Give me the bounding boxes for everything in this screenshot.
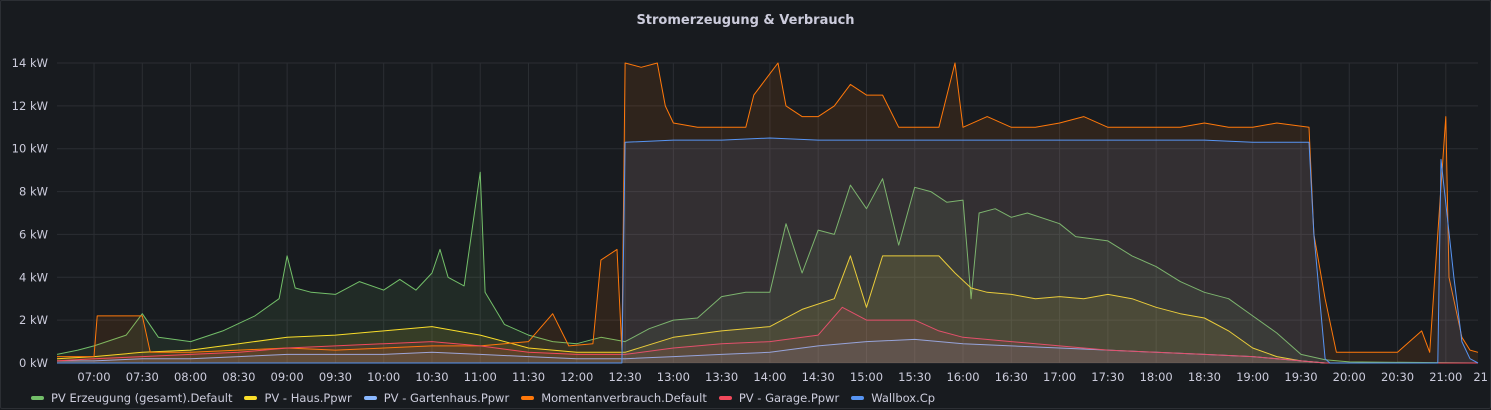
y-tick-label: 8 kW — [19, 185, 48, 199]
x-tick-label: 10:00 — [367, 370, 400, 384]
x-tick-label: 08:30 — [222, 370, 255, 384]
legend-label: PV - Haus.Ppwr — [264, 391, 352, 405]
x-tick-label: 09:00 — [271, 370, 304, 384]
x-tick-label: 20:30 — [1381, 370, 1414, 384]
legend-item[interactable]: PV Erzeugung (gesamt).Default — [31, 391, 232, 405]
x-tick-label: 18:30 — [1188, 370, 1221, 384]
legend-label: PV Erzeugung (gesamt).Default — [51, 391, 233, 405]
x-tick-label: 13:00 — [657, 370, 690, 384]
legend-label: PV - Garage.Ppwr — [738, 391, 840, 405]
x-tick-label: 21:00 — [1429, 370, 1462, 384]
x-tick-label: 14:00 — [753, 370, 786, 384]
series-area-1 — [57, 255, 1478, 363]
y-tick-label: 6 kW — [19, 227, 48, 241]
legend: PV Erzeugung (gesamt).Default PV - Haus.P… — [31, 390, 947, 406]
x-tick-label: 11:00 — [464, 370, 497, 384]
y-tick-label: 2 kW — [19, 313, 48, 327]
x-tick-label: 07:00 — [77, 370, 110, 384]
y-tick-label: 0 kW — [19, 356, 48, 370]
series-line-4 — [56, 306, 1478, 364]
series-area-5 — [57, 138, 1478, 363]
legend-swatch — [718, 396, 732, 400]
x-tick-label: 18:00 — [1140, 370, 1173, 384]
x-tick-label: 14:30 — [802, 370, 835, 384]
x-tick-label: 16:30 — [995, 370, 1028, 384]
x-tick-label: 16:00 — [946, 370, 979, 384]
series-area-3 — [57, 63, 1478, 363]
y-tick-label: 10 kW — [12, 142, 48, 156]
legend-item[interactable]: Momentanverbrauch.Default — [521, 391, 707, 405]
y-tick-label: 14 kW — [12, 56, 48, 70]
x-tick-label: 17:00 — [1043, 370, 1076, 384]
y-tick-label: 12 kW — [12, 99, 48, 113]
x-tick-label: 19:00 — [1236, 370, 1269, 384]
legend-item[interactable]: Wallbox.Cp — [851, 391, 935, 405]
legend-label: Wallbox.Cp — [871, 391, 936, 405]
y-tick-label: 4 kW — [19, 270, 48, 284]
series-area-0 — [57, 172, 1478, 363]
x-tick-label: 17:30 — [1091, 370, 1124, 384]
panel-title[interactable]: Stromerzeugung & Verbrauch — [636, 13, 855, 28]
legend-label: PV - Gartenhaus.Ppwr — [383, 391, 510, 405]
x-tick-label: 08:00 — [174, 370, 207, 384]
series-line-1 — [56, 255, 1478, 364]
legend-item[interactable]: PV - Haus.Ppwr — [244, 391, 352, 405]
x-tick-label: 10:30 — [415, 370, 448, 384]
x-tick-label: 07:30 — [126, 370, 159, 384]
legend-swatch — [31, 396, 44, 400]
series-line-5 — [57, 137, 1479, 364]
x-tick-label: 11:30 — [512, 370, 545, 384]
legend-swatch — [851, 396, 865, 400]
x-tick-label: 12:00 — [560, 370, 593, 384]
series-line-0 — [56, 171, 1479, 364]
series-area-2 — [57, 339, 1478, 363]
legend-swatch — [244, 396, 258, 400]
x-tick-label: 20:00 — [1333, 370, 1366, 384]
x-tick-label: 15:30 — [898, 370, 931, 384]
legend-item[interactable]: PV - Gartenhaus.Ppwr — [363, 391, 510, 405]
x-tick-label: 15:00 — [850, 370, 883, 384]
legend-label: Momentanverbrauch.Default — [541, 391, 707, 405]
x-tick-label: 12:30 — [609, 370, 642, 384]
x-tick-label: 09:30 — [319, 370, 352, 384]
legend-item[interactable]: PV - Garage.Ppwr — [718, 391, 840, 405]
x-tick-label: 21 — [1473, 370, 1488, 384]
x-tick-label: 19:30 — [1284, 370, 1317, 384]
series-area-4 — [57, 307, 1478, 363]
legend-swatch — [521, 396, 535, 400]
x-tick-label: 13:30 — [705, 370, 738, 384]
legend-swatch — [363, 396, 377, 400]
